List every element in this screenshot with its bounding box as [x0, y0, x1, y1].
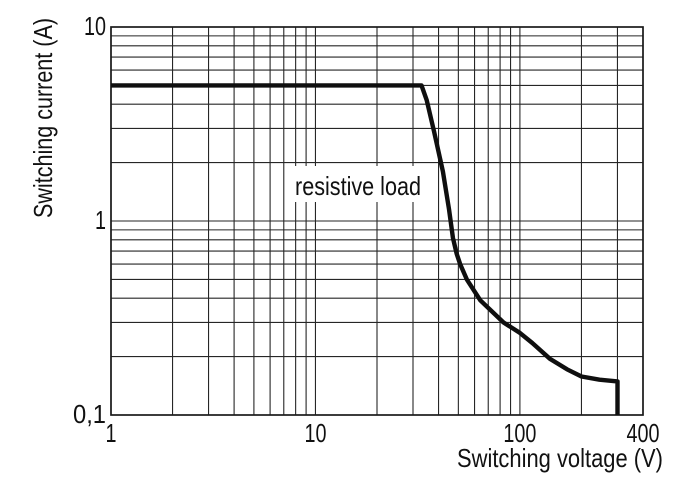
- y-axis-title: Switching current (A): [28, 18, 58, 218]
- y-tick-label: 1: [95, 205, 106, 235]
- load-limit-curve: [111, 83, 620, 415]
- x-tick-label: 100: [503, 418, 536, 448]
- y-tick-label: 0,1: [73, 399, 106, 429]
- x-axis-tick-labels: 1 10 100 400: [106, 418, 660, 448]
- plot-border: [110, 26, 644, 416]
- y-axis-tick-labels: 10 1 0,1: [73, 11, 106, 429]
- x-axis-title: Switching voltage (V): [457, 443, 663, 473]
- x-tick-label: 1: [106, 418, 117, 448]
- annotation-resistive-load: resistive load: [295, 171, 421, 201]
- x-tick-label: 400: [627, 418, 660, 448]
- annotation-background: [287, 166, 429, 202]
- y-tick-label: 10: [84, 11, 106, 41]
- x-tick-label: 10: [304, 418, 326, 448]
